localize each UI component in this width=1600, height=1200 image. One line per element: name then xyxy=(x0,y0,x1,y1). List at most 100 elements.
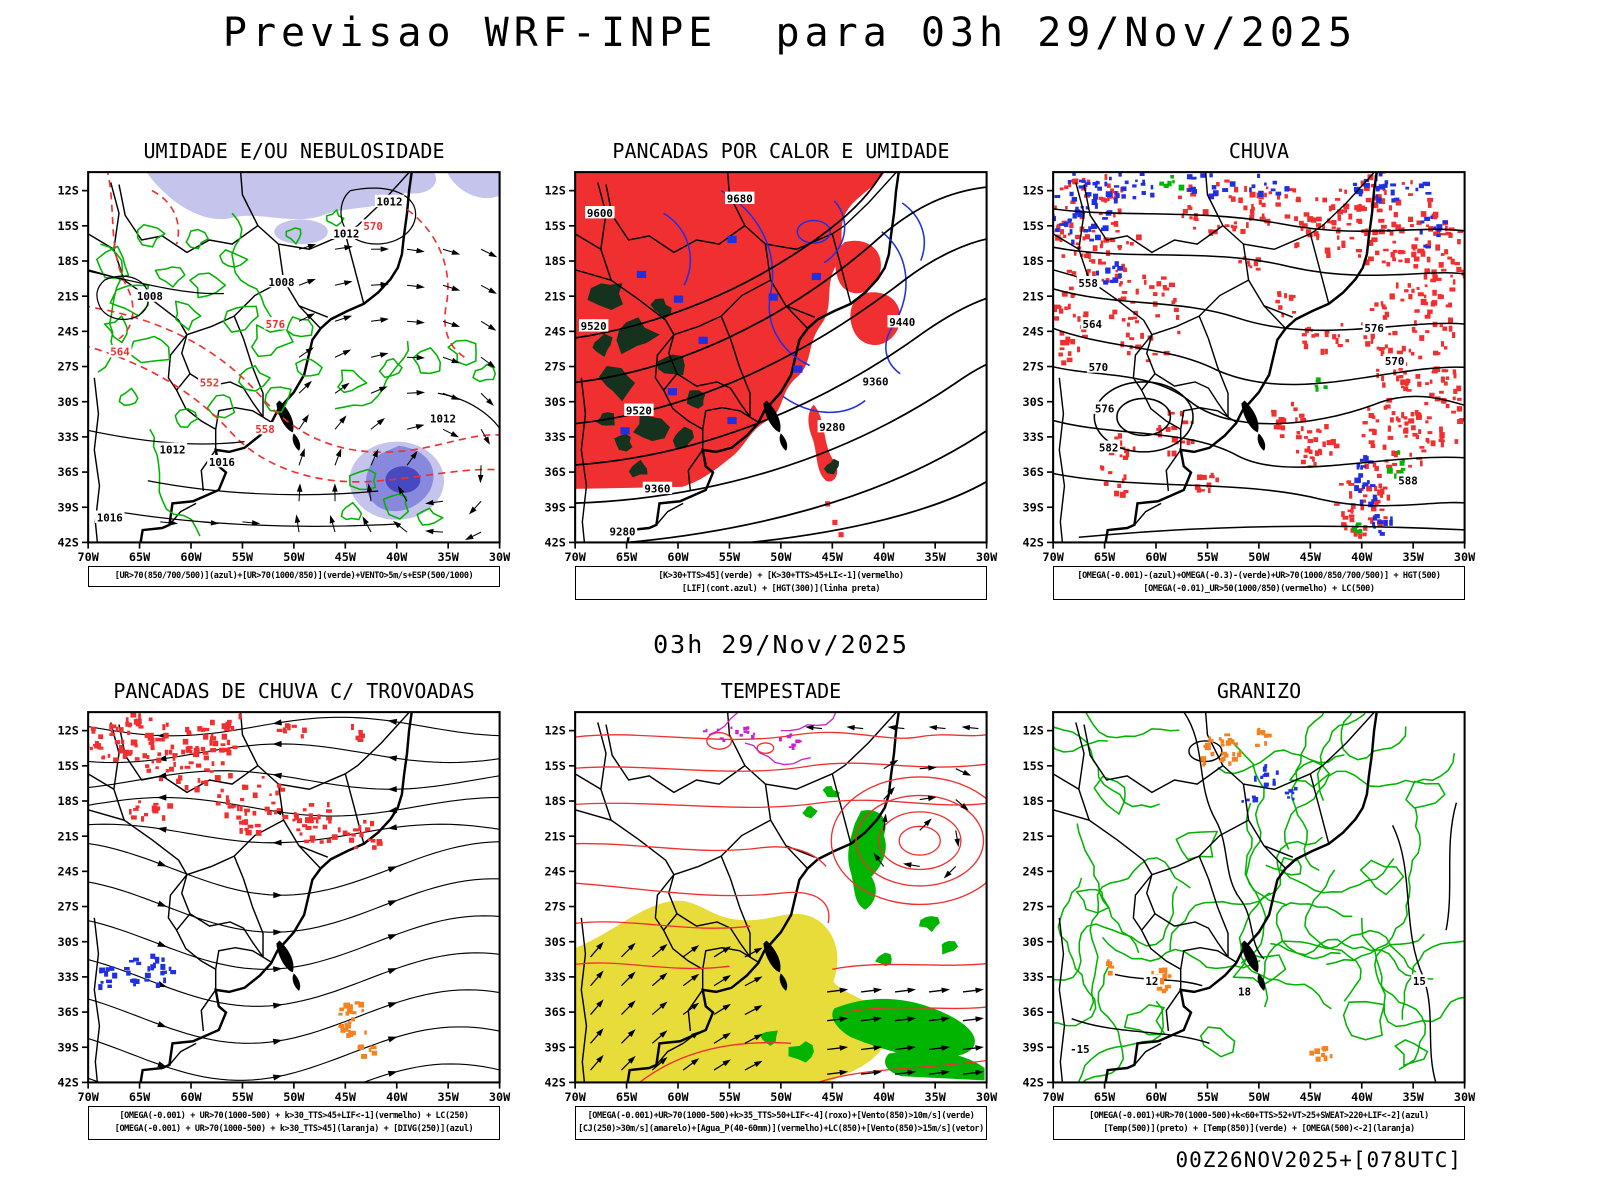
svg-text:45W: 45W xyxy=(335,550,357,563)
svg-text:45W: 45W xyxy=(1300,1090,1322,1103)
svg-text:12S: 12S xyxy=(1023,724,1044,738)
svg-text:65W: 65W xyxy=(1094,550,1116,563)
svg-text:21S: 21S xyxy=(58,289,79,303)
svg-text:24S: 24S xyxy=(545,324,566,338)
svg-text:27S: 27S xyxy=(58,900,79,914)
svg-text:24S: 24S xyxy=(58,324,79,338)
caption-box: [UR>70(850/700/500)](azul)+[UR>70(1000/8… xyxy=(88,566,500,587)
svg-text:21S: 21S xyxy=(1023,829,1044,843)
svg-text:40W: 40W xyxy=(873,1090,895,1103)
svg-text:18S: 18S xyxy=(1023,254,1044,268)
svg-text:50W: 50W xyxy=(1248,550,1270,563)
svg-text:564: 564 xyxy=(110,346,130,359)
svg-text:18S: 18S xyxy=(58,794,79,808)
svg-text:21S: 21S xyxy=(545,829,566,843)
panel-granizo: GRANIZO 12 18 15 -15 12S 15S 18S 21S 24S 27S 30S 33… xyxy=(1023,678,1476,1140)
svg-text:39S: 39S xyxy=(1023,1040,1044,1054)
svg-text:40W: 40W xyxy=(1351,550,1373,563)
svg-text:1012: 1012 xyxy=(333,227,359,240)
caption-line: [OMEGA(-0.001)-(azul)+OMEGA(-0.3)-(verde… xyxy=(1077,571,1441,581)
page-title: Previsao WRF-INPE para 03h 29/Nov/2025 xyxy=(222,10,1358,56)
panel-title: PANCADAS DE CHUVA C/ TROVOADAS xyxy=(113,679,475,703)
svg-text:39S: 39S xyxy=(1023,500,1044,514)
svg-text:33S: 33S xyxy=(1023,430,1044,444)
svg-text:40W: 40W xyxy=(873,550,895,563)
svg-text:24S: 24S xyxy=(545,864,566,878)
svg-text:558: 558 xyxy=(1078,277,1098,290)
svg-text:42S: 42S xyxy=(1023,1076,1044,1090)
svg-text:12S: 12S xyxy=(1023,184,1044,198)
valid-time-label: 03h 29/Nov/2025 xyxy=(653,630,909,659)
svg-text:42S: 42S xyxy=(58,1076,79,1090)
caption-line: [OMEGA(-0.001)+UR>70(1000-500)+k<60+TTS>… xyxy=(1089,1111,1429,1121)
svg-text:21S: 21S xyxy=(1023,289,1044,303)
weather-map-umidade: 1012 1012 1008 1008 1016 1012 1012 1016 570 576 56… xyxy=(58,171,511,563)
svg-text:39S: 39S xyxy=(545,500,566,514)
svg-text:39S: 39S xyxy=(545,1040,566,1054)
svg-text:50W: 50W xyxy=(770,550,792,563)
svg-text:18: 18 xyxy=(1238,986,1251,999)
svg-text:45W: 45W xyxy=(822,550,844,563)
svg-text:27S: 27S xyxy=(1023,900,1044,914)
svg-text:570: 570 xyxy=(1385,355,1405,368)
panel-title: TEMPESTADE xyxy=(720,679,842,703)
panel-title: PANCADAS POR CALOR E UMIDADE xyxy=(612,139,950,163)
svg-text:42S: 42S xyxy=(545,1076,566,1090)
panel-umidade-nebulosidade: UMIDADE E/OU NEBULOSIDADE 1012 1012 1008 10… xyxy=(58,138,511,587)
svg-text:27S: 27S xyxy=(545,900,566,914)
svg-text:55W: 55W xyxy=(719,550,741,563)
svg-text:30S: 30S xyxy=(1023,395,1044,409)
svg-text:65W: 65W xyxy=(129,550,151,563)
svg-text:576: 576 xyxy=(1364,322,1384,335)
svg-text:30W: 30W xyxy=(976,550,998,563)
svg-text:50W: 50W xyxy=(770,1090,792,1103)
svg-text:55W: 55W xyxy=(232,550,254,563)
caption-line: [OMEGA(-0.001) + UR>70(1000-500) + k>30_… xyxy=(114,1123,474,1134)
svg-text:18S: 18S xyxy=(545,794,566,808)
panel-tempestade: TEMPESTADE 12S 15S 18S 21S 24S 27S 30S 33S 36S 39… xyxy=(545,678,998,1140)
svg-text:15S: 15S xyxy=(1023,759,1044,773)
svg-text:9600: 9600 xyxy=(587,207,613,220)
svg-text:9520: 9520 xyxy=(626,404,652,417)
svg-text:55W: 55W xyxy=(232,1090,254,1103)
svg-text:1008: 1008 xyxy=(269,276,295,289)
panel-chuva: CHUVA 558 564 570 576 582 576 570 588 12S 15S 18S 2… xyxy=(1023,138,1476,600)
svg-text:35W: 35W xyxy=(924,550,946,563)
svg-text:60W: 60W xyxy=(180,1090,202,1103)
svg-text:9360: 9360 xyxy=(644,483,670,496)
svg-text:50W: 50W xyxy=(283,1090,305,1103)
svg-text:18S: 18S xyxy=(58,254,79,268)
svg-text:65W: 65W xyxy=(129,1090,151,1103)
caption-box: [K>30+TTS>45](verde) + [K>30+TTS>45+LI<-… xyxy=(575,566,987,600)
svg-text:9680: 9680 xyxy=(727,192,753,205)
caption-line: [Temp(500)](preto) + [Temp(850)](verde) … xyxy=(1103,1123,1415,1134)
caption-box: [OMEGA(-0.001) + UR>70(1000-500) + k>30_… xyxy=(88,1106,500,1140)
svg-text:70W: 70W xyxy=(564,1090,586,1103)
svg-text:1008: 1008 xyxy=(137,290,163,303)
svg-text:30W: 30W xyxy=(1454,550,1476,563)
svg-text:65W: 65W xyxy=(616,550,638,563)
svg-text:15S: 15S xyxy=(545,219,566,233)
svg-text:15S: 15S xyxy=(58,219,79,233)
svg-text:30S: 30S xyxy=(545,395,566,409)
svg-text:1012: 1012 xyxy=(159,443,185,456)
svg-text:24S: 24S xyxy=(1023,864,1044,878)
svg-text:9440: 9440 xyxy=(889,316,915,329)
svg-text:45W: 45W xyxy=(1300,550,1322,563)
svg-text:60W: 60W xyxy=(180,550,202,563)
caption-box: [OMEGA(-0.001)-(azul)+OMEGA(-0.3)-(verde… xyxy=(1053,566,1465,600)
svg-text:70W: 70W xyxy=(1042,550,1064,563)
svg-text:65W: 65W xyxy=(616,1090,638,1103)
svg-text:70W: 70W xyxy=(564,550,586,563)
svg-text:24S: 24S xyxy=(58,864,79,878)
svg-text:570: 570 xyxy=(363,220,383,233)
svg-text:1012: 1012 xyxy=(430,413,456,426)
svg-text:30S: 30S xyxy=(58,395,79,409)
caption-line: [OMEGA(-0.001) + UR>70(1000-500) + k>30_… xyxy=(119,1111,469,1121)
svg-text:9360: 9360 xyxy=(863,376,889,389)
svg-text:18S: 18S xyxy=(1023,794,1044,808)
svg-text:55W: 55W xyxy=(1197,1090,1219,1103)
svg-text:30S: 30S xyxy=(58,935,79,949)
svg-text:50W: 50W xyxy=(1248,1090,1270,1103)
